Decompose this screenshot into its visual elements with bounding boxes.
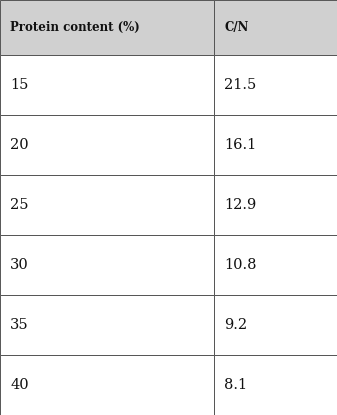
Text: 12.9: 12.9: [224, 198, 256, 212]
Bar: [0, 55, 214, 115]
Text: Protein content (%): Protein content (%): [10, 21, 140, 34]
Text: 10.8: 10.8: [224, 258, 256, 272]
Bar: [0, 295, 214, 355]
Text: 16.1: 16.1: [224, 138, 256, 152]
Bar: [0, 0, 214, 55]
Bar: [0, 115, 214, 175]
Text: C/N: C/N: [224, 21, 248, 34]
Bar: [214, 355, 337, 415]
Text: 25: 25: [10, 198, 29, 212]
Bar: [214, 235, 337, 295]
Bar: [214, 0, 337, 55]
Text: 30: 30: [10, 258, 29, 272]
Text: 15: 15: [10, 78, 29, 92]
Text: 8.1: 8.1: [224, 378, 247, 392]
Bar: [214, 55, 337, 115]
Bar: [0, 235, 214, 295]
Text: 21.5: 21.5: [224, 78, 256, 92]
Bar: [0, 355, 214, 415]
Bar: [214, 295, 337, 355]
Bar: [0, 175, 214, 235]
Text: 20: 20: [10, 138, 29, 152]
Bar: [214, 115, 337, 175]
Text: 9.2: 9.2: [224, 318, 247, 332]
Text: 35: 35: [10, 318, 29, 332]
Bar: [214, 175, 337, 235]
Text: 40: 40: [10, 378, 29, 392]
